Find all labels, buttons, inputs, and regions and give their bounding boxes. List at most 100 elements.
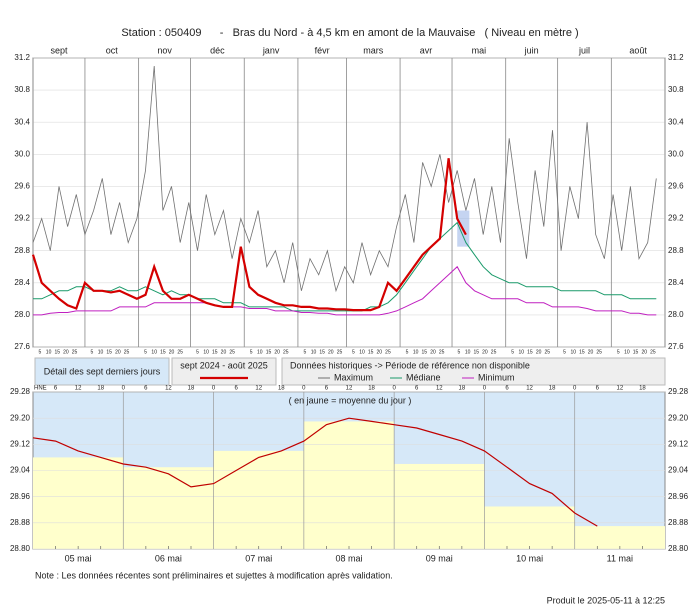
detail-title: Détail des sept derniers jours: [44, 366, 161, 376]
day-tick-label: 5: [406, 349, 409, 355]
day-tick-label: 5: [511, 349, 514, 355]
month-label: nov: [157, 45, 172, 55]
hour-tick-label: 12: [617, 386, 624, 392]
series-line: [33, 265, 657, 316]
hour-tick-label: 0: [483, 386, 487, 392]
day-tick-label: 25: [439, 349, 445, 355]
plot-area: [32, 57, 666, 348]
y-tick-label-right: 28.4: [668, 278, 684, 287]
y-tick-label-right: 29.28: [668, 387, 689, 396]
day-tick-label: 15: [633, 349, 639, 355]
y-tick-label: 30.8: [14, 85, 30, 94]
day-tick-label: 10: [624, 349, 630, 355]
day-tick-label: 25: [491, 349, 497, 355]
hour-tick-label: 0: [392, 386, 396, 392]
hour-tick-label: 12: [526, 386, 533, 392]
chart-title: Station : 050409 - Bras du Nord - à 4,5 …: [121, 27, 578, 39]
series-line: [33, 221, 657, 312]
y-tick-label-right: 27.6: [668, 342, 684, 351]
y-tick-label: 28.80: [10, 544, 31, 553]
day-tick-label: 25: [650, 349, 656, 355]
day-tick-label: 5: [250, 349, 253, 355]
month-label: juil: [578, 45, 590, 55]
day-tick-label: 15: [266, 349, 272, 355]
day-tick-label: 15: [106, 349, 112, 355]
hour-tick-label: 18: [97, 386, 104, 392]
legend-label: Médiane: [406, 372, 441, 382]
day-tick-label: 25: [229, 349, 235, 355]
day-tick-label: 20: [169, 349, 175, 355]
day-tick-label: 5: [563, 349, 566, 355]
y-tick-label: 29.20: [10, 413, 31, 422]
y-tick-label: 28.8: [14, 246, 30, 255]
hour-tick-label: 18: [549, 386, 556, 392]
legend-title: Données historiques -> Période de référe…: [290, 360, 530, 370]
day-tick-label: 5: [458, 349, 461, 355]
month-label: sept: [50, 45, 68, 55]
day-tick-label: 25: [283, 349, 289, 355]
hour-tick-label: 18: [278, 386, 285, 392]
y-tick-label: 29.28: [10, 387, 31, 396]
y-tick-label-right: 28.80: [668, 544, 689, 553]
y-tick-label: 28.88: [10, 518, 31, 527]
y-tick-label: 29.12: [10, 439, 31, 448]
daily-mean: [303, 421, 395, 549]
day-tick-label: 10: [359, 349, 365, 355]
y-tick-label-right: 30.0: [668, 149, 684, 158]
y-tick-label: 28.96: [10, 492, 31, 501]
hour-tick-label: 0: [573, 386, 577, 392]
hour-tick-label: 12: [75, 386, 82, 392]
y-tick-label: 29.04: [10, 466, 31, 475]
legend-label: Maximum: [334, 372, 373, 382]
y-tick-label-right: 28.88: [668, 518, 689, 527]
day-tick-label: 15: [527, 349, 533, 355]
hour-tick-label: 0: [122, 386, 126, 392]
series-line: [31, 158, 467, 312]
day-tick-label: 5: [90, 349, 93, 355]
day-tick-label: 25: [544, 349, 550, 355]
day-tick-label: 10: [465, 349, 471, 355]
legend-box: [171, 357, 277, 386]
hour-tick-label: 6: [234, 386, 238, 392]
month-label: mars: [363, 45, 383, 55]
daily-mean: [394, 463, 485, 549]
y-tick-label: 31.2: [14, 53, 30, 62]
day-tick-label: 5: [617, 349, 620, 355]
y-tick-label-right: 30.8: [668, 85, 684, 94]
day-label: 09 mai: [426, 553, 453, 563]
month-label: oct: [106, 45, 119, 55]
series-line: [32, 417, 598, 527]
y-tick-label-right: 29.20: [668, 413, 689, 422]
month-label: juin: [524, 45, 539, 55]
y-tick-label-right: 28.0: [668, 310, 684, 319]
legend-box: [281, 357, 666, 386]
daily-mean: [123, 467, 214, 549]
y-tick-label-right: 31.2: [668, 53, 684, 62]
day-tick-label: 10: [151, 349, 157, 355]
y-tick-label-right: 29.2: [668, 214, 684, 223]
day-tick-label: 20: [482, 349, 488, 355]
day-tick-label: 10: [570, 349, 576, 355]
day-tick-label: 15: [473, 349, 479, 355]
day-tick-label: 5: [39, 349, 42, 355]
day-tick-label: 20: [430, 349, 436, 355]
day-tick-label: 25: [72, 349, 78, 355]
hour-tick-label: 6: [54, 386, 58, 392]
y-tick-label-right: 28.8: [668, 246, 684, 255]
day-tick-label: 15: [212, 349, 218, 355]
month-label: avr: [420, 45, 433, 55]
hour-tick-label: 12: [346, 386, 353, 392]
day-tick-label: 15: [54, 349, 60, 355]
y-tick-label: 28.4: [14, 278, 30, 287]
hour-tick-label: 18: [188, 386, 195, 392]
hour-tick-label: 6: [596, 386, 600, 392]
day-tick-label: 20: [63, 349, 69, 355]
day-label: 07 mai: [245, 553, 272, 563]
daily-mean: [574, 526, 665, 549]
series-line: [32, 65, 657, 293]
day-label: 05 mai: [65, 553, 92, 563]
day-tick-label: 20: [328, 349, 334, 355]
day-label: 11 mai: [607, 553, 633, 563]
